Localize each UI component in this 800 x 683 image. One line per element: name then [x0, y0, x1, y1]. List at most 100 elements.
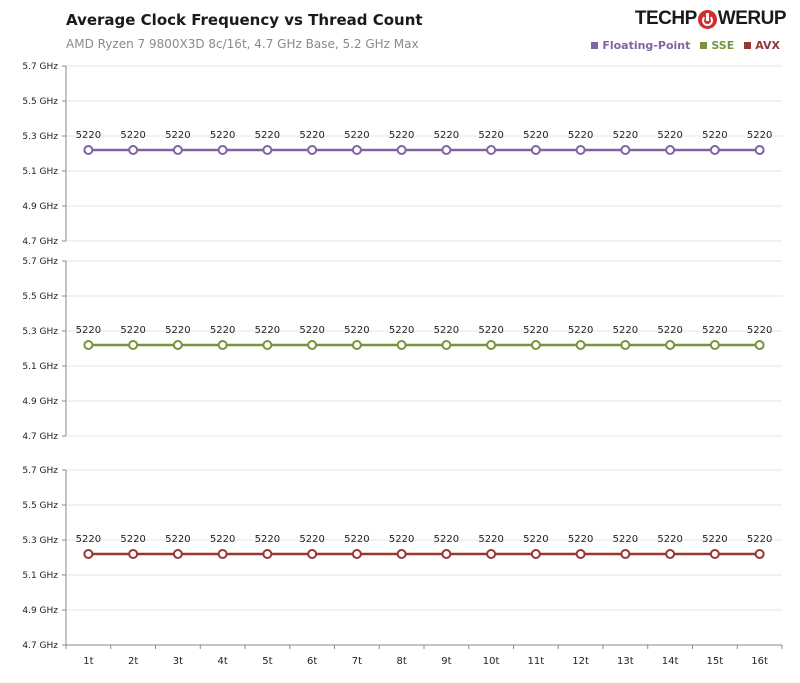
- data-point: [307, 145, 318, 155]
- data-label: 5220: [434, 534, 459, 545]
- y-tick-label: 4.7 GHz: [22, 641, 58, 651]
- data-label: 5220: [523, 325, 548, 336]
- x-tick-label: 14t: [662, 656, 679, 667]
- data-point: [396, 549, 407, 559]
- y-tick-label: 5.5 GHz: [22, 292, 58, 302]
- data-label: 5220: [702, 130, 727, 141]
- chart-panel-sse: 4.7 GHz 4.9 GHz 5.1 GHz 5.3 GHz 5.5 GHz 5.7 G…: [22, 257, 782, 442]
- logo-text-right: WERUP: [717, 8, 787, 29]
- data-point: [262, 549, 273, 559]
- data-label: 5220: [120, 130, 145, 141]
- data-point: [128, 549, 139, 559]
- data-point: [665, 145, 676, 155]
- data-point: [486, 145, 497, 155]
- data-label: 5220: [478, 130, 503, 141]
- data-point: [172, 145, 183, 155]
- data-label: 5220: [344, 325, 369, 336]
- data-label: 5220: [255, 325, 280, 336]
- data-point: [128, 340, 139, 350]
- data-point: [575, 340, 586, 350]
- x-tick-label: 9t: [441, 656, 451, 667]
- data-point: [486, 340, 497, 350]
- data-point: [172, 549, 183, 559]
- chart-subtitle: AMD Ryzen 7 9800X3D 8c/16t, 4.7 GHz Base…: [66, 37, 419, 51]
- data-point: [351, 340, 362, 350]
- data-point: [262, 340, 273, 350]
- data-point: [128, 145, 139, 155]
- data-label: 5220: [434, 130, 459, 141]
- data-label: 5220: [120, 325, 145, 336]
- data-point: [441, 145, 452, 155]
- data-label: 5220: [702, 534, 727, 545]
- data-label: 5220: [299, 534, 324, 545]
- data-point: [83, 549, 94, 559]
- data-label: 5220: [747, 534, 772, 545]
- data-point: [441, 340, 452, 350]
- data-label: 5220: [613, 325, 638, 336]
- y-tick-label: 4.9 GHz: [22, 606, 58, 616]
- data-label: 5220: [568, 534, 593, 545]
- data-label: 5220: [255, 130, 280, 141]
- legend-label: Floating-Point: [602, 39, 691, 52]
- chart-title: Average Clock Frequency vs Thread Count: [66, 11, 423, 29]
- data-point: [754, 549, 765, 559]
- data-label: 5220: [210, 130, 235, 141]
- legend-swatch: [744, 42, 752, 49]
- x-tick-label: 6t: [307, 656, 317, 667]
- data-point: [172, 340, 183, 350]
- data-point: [217, 340, 228, 350]
- x-tick-label: 7t: [352, 656, 362, 667]
- data-label: 5220: [523, 534, 548, 545]
- x-tick-label: 13t: [617, 656, 634, 667]
- legend-swatch: [700, 42, 708, 49]
- data-label: 5220: [299, 325, 324, 336]
- data-point: [620, 549, 631, 559]
- data-label: 5220: [255, 534, 280, 545]
- data-label: 5220: [613, 534, 638, 545]
- data-label: 5220: [210, 534, 235, 545]
- data-point: [754, 340, 765, 350]
- data-point: [754, 145, 765, 155]
- y-tick-label: 5.7 GHz: [22, 466, 58, 476]
- data-label: 5220: [702, 325, 727, 336]
- data-point: [620, 340, 631, 350]
- data-point: [83, 145, 94, 155]
- data-point: [217, 549, 228, 559]
- x-tick-label: 12t: [572, 656, 589, 667]
- y-tick-label: 5.1 GHz: [22, 167, 58, 177]
- data-point: [575, 145, 586, 155]
- data-label: 5220: [165, 325, 190, 336]
- data-label: 5220: [210, 325, 235, 336]
- legend-label: AVX: [755, 39, 780, 52]
- data-point: [530, 549, 541, 559]
- data-point: [709, 340, 720, 350]
- data-label: 5220: [747, 130, 772, 141]
- legend: Floating-Point SSE AVX: [591, 39, 780, 52]
- x-tick-label: 1t: [83, 656, 93, 667]
- data-label: 5220: [434, 325, 459, 336]
- data-label: 5220: [76, 130, 101, 141]
- data-point: [307, 549, 318, 559]
- data-point: [530, 145, 541, 155]
- x-tick-label: 15t: [707, 656, 724, 667]
- data-point: [307, 340, 318, 350]
- data-point: [530, 340, 541, 350]
- y-tick-label: 5.1 GHz: [22, 362, 58, 372]
- chart-panel-floating-point: 4.7 GHz 4.9 GHz 5.1 GHz 5.3 GHz 5.5 GHz 5.7 G…: [22, 62, 782, 247]
- y-tick-label: 5.1 GHz: [22, 571, 58, 581]
- data-point: [486, 549, 497, 559]
- chart-panel-avx: 4.7 GHz 4.9 GHz 5.1 GHz 5.3 GHz 5.5 GHz 5.7 G…: [22, 466, 782, 651]
- x-tick-label: 4t: [217, 656, 227, 667]
- data-label: 5220: [120, 534, 145, 545]
- data-label: 5220: [657, 325, 682, 336]
- data-label: 5220: [389, 130, 414, 141]
- data-point: [351, 145, 362, 155]
- data-point: [396, 145, 407, 155]
- data-label: 5220: [478, 534, 503, 545]
- data-label: 5220: [568, 325, 593, 336]
- data-point: [83, 340, 94, 350]
- y-tick-label: 5.3 GHz: [22, 132, 58, 142]
- data-point: [217, 145, 228, 155]
- data-label: 5220: [657, 534, 682, 545]
- x-tick-label: 3t: [173, 656, 183, 667]
